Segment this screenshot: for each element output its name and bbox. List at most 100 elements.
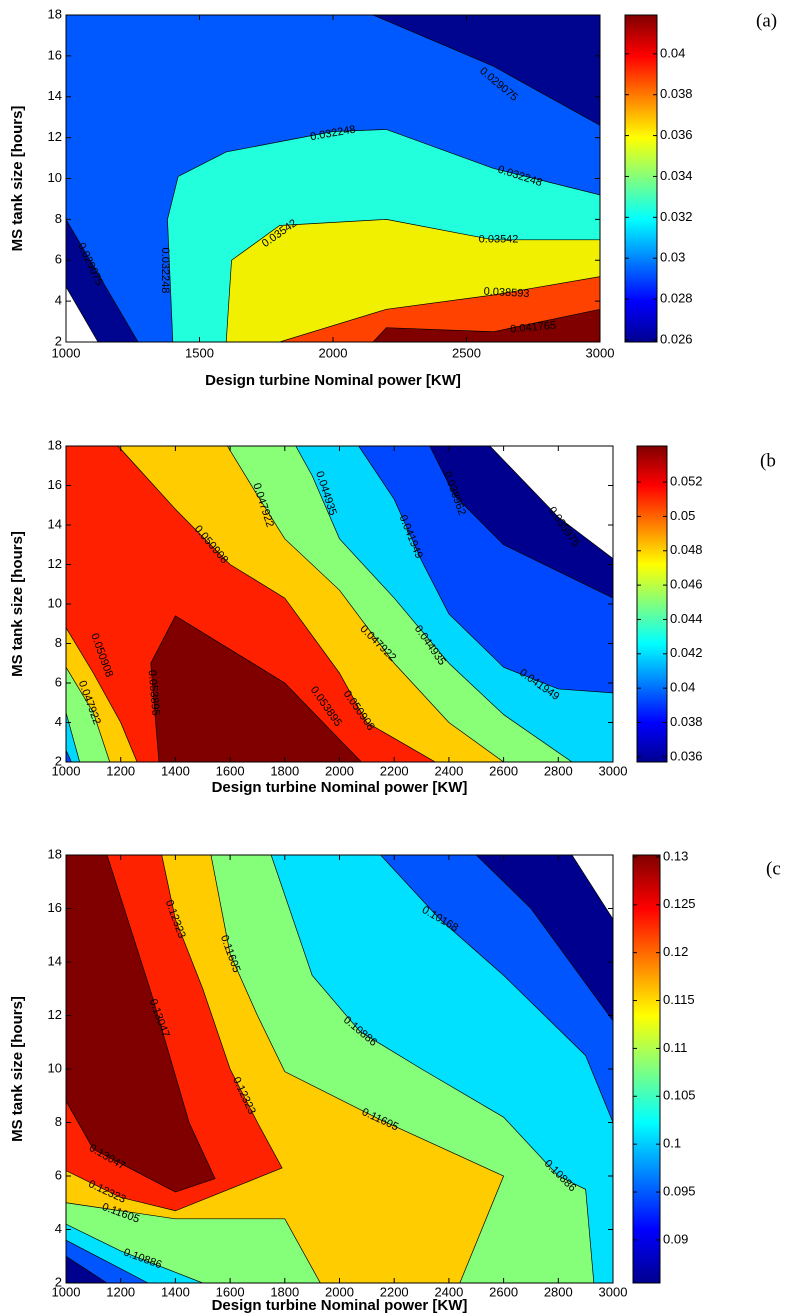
x-tick-label: 2200 bbox=[380, 763, 409, 778]
colorbar bbox=[632, 854, 661, 1284]
colorbar-tick-label: 0.046 bbox=[670, 577, 703, 592]
y-tick-label: 16 bbox=[48, 47, 62, 62]
y-tick-label: 2 bbox=[55, 753, 62, 768]
y-tick-label: 16 bbox=[48, 900, 62, 915]
plot-area: 0.123230.116050.108860.101680.130470.123… bbox=[66, 855, 613, 1283]
y-tick-label: 18 bbox=[48, 846, 62, 861]
colorbar-tick-label: 0.13 bbox=[663, 848, 688, 863]
y-axis-label: MS tank size [hours] bbox=[9, 106, 26, 252]
contour-region bbox=[66, 855, 216, 1193]
x-tick-label: 3000 bbox=[586, 345, 615, 360]
y-tick-label: 2 bbox=[55, 1274, 62, 1289]
colorbar-tick-label: 0.03 bbox=[660, 250, 685, 265]
x-tick-label: 2000 bbox=[325, 1284, 354, 1299]
y-tick-label: 2 bbox=[55, 333, 62, 348]
x-tick-label: 2200 bbox=[380, 1284, 409, 1299]
x-tick-label: 3000 bbox=[599, 1284, 628, 1299]
y-tick-label: 4 bbox=[55, 714, 62, 729]
x-tick-label: 1600 bbox=[216, 763, 245, 778]
y-tick-label: 14 bbox=[48, 953, 62, 968]
colorbar-tick-label: 0.04 bbox=[660, 45, 685, 60]
x-axis-label: Design turbine Nominal power [KW] bbox=[205, 372, 461, 389]
colorbar-tick-label: 0.038 bbox=[670, 714, 703, 729]
x-tick-label: 2600 bbox=[489, 1284, 518, 1299]
y-tick-label: 18 bbox=[48, 6, 62, 21]
x-tick-label: 2000 bbox=[319, 345, 348, 360]
colorbar-tick-label: 0.036 bbox=[670, 748, 703, 763]
y-tick-label: 10 bbox=[48, 1060, 62, 1075]
contour-region bbox=[372, 308, 600, 342]
x-tick-label: 2800 bbox=[544, 763, 573, 778]
contour-region bbox=[279, 276, 600, 342]
panel-label: (c bbox=[766, 858, 781, 879]
x-axis-label: Design turbine Nominal power [KW] bbox=[212, 779, 468, 796]
contour-region bbox=[150, 615, 362, 762]
x-axis-label: Design turbine Nominal power [KW] bbox=[212, 1297, 468, 1314]
contour-label: 0.038593 bbox=[483, 286, 529, 300]
y-tick-label: 6 bbox=[55, 1167, 62, 1182]
y-axis-label: MS tank size [hours] bbox=[9, 531, 26, 677]
x-tick-label: 2400 bbox=[434, 1284, 463, 1299]
colorbar-tick-label: 0.042 bbox=[670, 645, 703, 660]
x-tick-label: 1400 bbox=[161, 1284, 190, 1299]
x-tick-label: 2500 bbox=[452, 345, 481, 360]
y-tick-label: 8 bbox=[55, 211, 62, 226]
x-tick-label: 1000 bbox=[52, 763, 81, 778]
x-tick-label: 2600 bbox=[489, 763, 518, 778]
y-tick-label: 14 bbox=[48, 516, 62, 531]
colorbar bbox=[636, 445, 668, 763]
colorbar-tick-label: 0.032 bbox=[660, 209, 693, 224]
colorbar-tick-label: 0.115 bbox=[663, 992, 695, 1007]
panel-label: (a) bbox=[756, 10, 777, 31]
colorbar-tick-label: 0.12 bbox=[663, 944, 688, 959]
x-tick-label: 1500 bbox=[185, 345, 214, 360]
colorbar-tick-label: 0.036 bbox=[660, 127, 693, 142]
x-tick-label: 2000 bbox=[325, 763, 354, 778]
colorbar-tick-label: 0.11 bbox=[663, 1040, 687, 1055]
colorbar-tick-label: 0.026 bbox=[660, 331, 693, 346]
y-axis-label: MS tank size [hours] bbox=[9, 996, 26, 1142]
contour-label: 0.041765 bbox=[510, 320, 557, 336]
y-tick-label: 12 bbox=[48, 556, 62, 571]
y-tick-label: 18 bbox=[48, 437, 62, 452]
y-tick-label: 8 bbox=[55, 635, 62, 650]
x-tick-label: 1800 bbox=[270, 1284, 299, 1299]
plot-area: 0.047922 0.044935 0.0389620.0359750.050908… bbox=[66, 446, 613, 762]
y-tick-label: 16 bbox=[48, 477, 62, 492]
x-tick-label: 1200 bbox=[106, 763, 135, 778]
colorbar-tick-label: 0.05 bbox=[670, 508, 695, 523]
colorbar bbox=[624, 14, 658, 343]
colorbar-tick-label: 0.028 bbox=[660, 291, 693, 306]
y-tick-label: 6 bbox=[55, 674, 62, 689]
x-tick-label: 1000 bbox=[52, 345, 81, 360]
colorbar-tick-label: 0.095 bbox=[663, 1183, 696, 1198]
y-tick-label: 12 bbox=[48, 1007, 62, 1022]
contour-label: 0.03542 bbox=[479, 234, 519, 246]
x-tick-label: 2400 bbox=[434, 763, 463, 778]
panel-label: (b bbox=[760, 450, 776, 471]
y-tick-label: 10 bbox=[48, 595, 62, 610]
colorbar-tick-label: 0.04 bbox=[670, 680, 695, 695]
colorbar-tick-label: 0.048 bbox=[670, 542, 703, 557]
colorbar-tick-label: 0.052 bbox=[670, 474, 703, 489]
x-tick-label: 1200 bbox=[106, 1284, 135, 1299]
y-tick-label: 14 bbox=[48, 88, 62, 103]
contour-label: 0.032248 bbox=[159, 248, 171, 294]
colorbar-tick-label: 0.034 bbox=[660, 168, 693, 183]
y-tick-label: 4 bbox=[55, 1221, 62, 1236]
x-tick-label: 2800 bbox=[544, 1284, 573, 1299]
colorbar-tick-label: 0.125 bbox=[663, 896, 696, 911]
x-tick-label: 1400 bbox=[161, 763, 190, 778]
colorbar-tick-label: 0.09 bbox=[663, 1231, 688, 1246]
y-tick-label: 8 bbox=[55, 1114, 62, 1129]
y-tick-label: 12 bbox=[48, 129, 62, 144]
colorbar-tick-label: 0.038 bbox=[660, 86, 693, 101]
colorbar-tick-label: 0.044 bbox=[670, 611, 703, 626]
x-tick-label: 3000 bbox=[599, 763, 628, 778]
x-tick-label: 1000 bbox=[52, 1284, 81, 1299]
contour-label: 0.053895 bbox=[146, 669, 162, 716]
y-tick-label: 4 bbox=[55, 293, 62, 308]
